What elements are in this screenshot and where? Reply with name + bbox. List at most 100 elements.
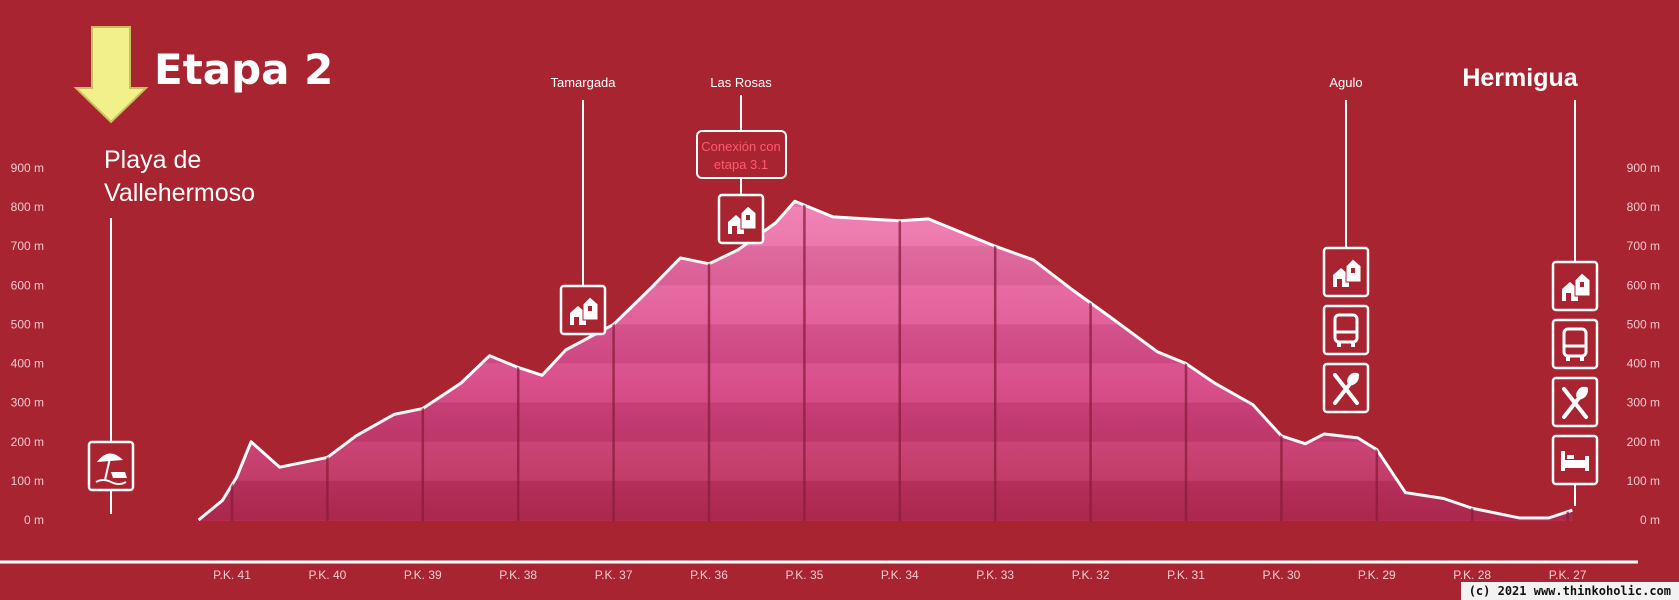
y-tick-label-left: 400 m [11,357,44,371]
x-tick-label: P.K. 37 [595,568,633,582]
end-name: Hermigua [1462,64,1578,92]
x-tick-label: P.K. 38 [499,568,537,582]
place-label-agulo: Agulo [1329,75,1362,90]
elevation-band [198,402,1573,442]
place-label-tamargada: Tamargada [550,75,616,90]
bed-foot [1585,456,1589,471]
spoon-head [1576,386,1588,400]
umbrella-pole [104,457,111,481]
y-tick-label-left: 600 m [11,278,44,292]
bed-base [1561,460,1589,468]
houses-icon [559,284,607,336]
x-tick-label: P.K. 35 [785,568,823,582]
elevation-band [198,480,1573,520]
houses-icon [717,193,765,245]
icon-frame [1551,318,1599,370]
y-tick-label-right: 400 m [1627,357,1660,371]
elevation-band [198,285,1573,325]
start-name-line1: Playa de [104,146,201,174]
x-tick-label: P.K. 29 [1358,568,1396,582]
elevation-band [198,201,1573,208]
bed-head [1561,451,1565,471]
restaurant-icon [1551,376,1599,428]
y-tick-label-right: 500 m [1627,317,1660,331]
house-door [1337,279,1342,287]
connection-callout-line1: Conexión con [701,139,781,154]
y-tick-label-right: 100 m [1627,474,1660,488]
bus-body [1333,313,1359,344]
house-door [574,317,579,325]
y-tick-label-right: 900 m [1627,161,1660,175]
stage-title: Etapa 2 [154,45,333,94]
house-door [1566,293,1571,301]
beach-icon [87,440,135,492]
down-arrow-icon [73,26,149,124]
houses-icon [1322,246,1370,298]
y-axis-left: 0 m 100 m 200 m 300 m 400 m 500 m 600 m 700 m 80… [11,161,44,527]
y-tick-label-right: 200 m [1627,435,1660,449]
bed-pillow [1567,455,1574,459]
x-tick-label: P.K. 28 [1453,568,1491,582]
sun-lounger [111,472,127,478]
house-window [746,215,750,220]
x-tick-label: P.K. 30 [1262,568,1300,582]
elevation-band [198,246,1573,286]
y-tick-label-right: 600 m [1627,278,1660,292]
place-stems [110,95,1576,514]
service-icons [87,193,1599,492]
x-axis: P.K. 41 P.K. 40 P.K. 39 P.K. 38 P.K. 37 P.K. … [0,560,1638,582]
y-tick-label-left: 500 m [11,317,44,331]
bus-wheel [1566,356,1570,361]
house-window [1580,282,1584,287]
y-tick-label-right: 700 m [1627,239,1660,253]
bus-wheel [1580,356,1584,361]
elevation-band [198,207,1573,247]
y-tick-label-left: 800 m [11,200,44,214]
umbrella-top [97,453,123,462]
bus-icon [1551,318,1599,370]
water-wave [95,479,127,485]
y-tick-label-right: 800 m [1627,200,1660,214]
spoon-head [1347,372,1359,386]
elevation-line [197,199,1573,522]
bus-icon [1322,304,1370,356]
connection-callout-box [696,130,787,179]
y-tick-label-left: 0 m [24,513,44,527]
bus-wheel [1351,342,1355,347]
house-window [588,306,592,311]
houses-icon [1551,260,1599,312]
x-tick-label: P.K. 32 [1072,568,1110,582]
y-tick-label-left: 700 m [11,239,44,253]
connection-callout-line2: etapa 3.1 [714,157,768,172]
place-label-las-rosas: Las Rosas [710,75,772,90]
x-tick-label: P.K. 39 [404,568,442,582]
y-tick-label-right: 300 m [1627,396,1660,410]
bus-body [1562,327,1588,358]
elevation-band [198,441,1573,481]
x-tick-label: P.K. 33 [976,568,1014,582]
elevation-area [197,199,1573,522]
copyright-credit: (c) 2021 www.thinkoholic.com [1460,582,1679,600]
house-door [732,226,737,234]
icon-frame [1322,304,1370,356]
y-tick-label-left: 300 m [11,396,44,410]
x-tick-label: P.K. 41 [213,568,251,582]
house-window [1351,268,1355,273]
start-name-line2: Vallehermoso [104,179,255,207]
elevation-band [198,324,1573,364]
x-tick-label: P.K. 31 [1167,568,1205,582]
bus-wheel [1337,342,1341,347]
elevation-area-fill [198,201,1573,521]
y-tick-label-right: 0 m [1640,513,1660,527]
elevation-bands [198,201,1573,520]
y-tick-label-left: 100 m [11,474,44,488]
x-tick-label: P.K. 27 [1549,568,1587,582]
bed-icon [1551,434,1599,486]
y-tick-label-left: 200 m [11,435,44,449]
elevation-band [198,363,1573,403]
x-tick-label: P.K. 34 [881,568,919,582]
y-axis-right: 0 m 100 m 200 m 300 m 400 m 500 m 600 m 700 m 80… [1627,161,1660,527]
y-tick-label-left: 900 m [11,161,44,175]
restaurant-icon [1322,362,1370,414]
